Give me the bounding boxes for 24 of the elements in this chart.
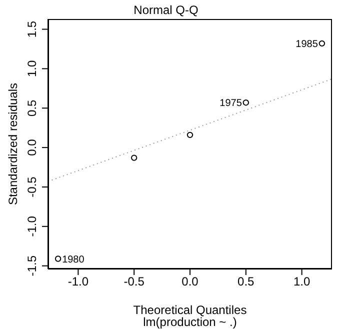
y-tick-label: -1.0 [25, 216, 39, 237]
point [130, 154, 138, 161]
point [54, 256, 62, 262]
y-tick-label: -0.5 [25, 176, 39, 198]
y-tick-label: -1.5 [25, 255, 39, 276]
x-tick-label: -1.0 [68, 274, 89, 289]
y-tick-label: 0.0 [25, 138, 39, 156]
annotation: 1975 [220, 98, 242, 110]
point [242, 99, 250, 106]
annotation: 1985 [296, 39, 318, 50]
point [186, 132, 194, 138]
x-tick-label: -0.5 [124, 274, 145, 289]
x-tick-label: 0.5 [238, 274, 255, 289]
x-tick-label: 0.0 [182, 274, 199, 289]
chart-title: Normal Q-Q [132, 3, 200, 17]
y-axis-title: Standardized residuals [6, 82, 20, 206]
text: lm(production ~ .) [142, 315, 237, 329]
y-tick-label: 1.5 [25, 20, 39, 38]
point [318, 40, 326, 47]
x-tick-label: 1.0 [293, 274, 310, 289]
y-tick-label: 0.5 [25, 99, 39, 116]
y-tick-label: 1.0 [25, 60, 39, 78]
annotation: 1980 [62, 254, 85, 266]
x-axis-title: Theoretical Quantiles [132, 303, 248, 317]
